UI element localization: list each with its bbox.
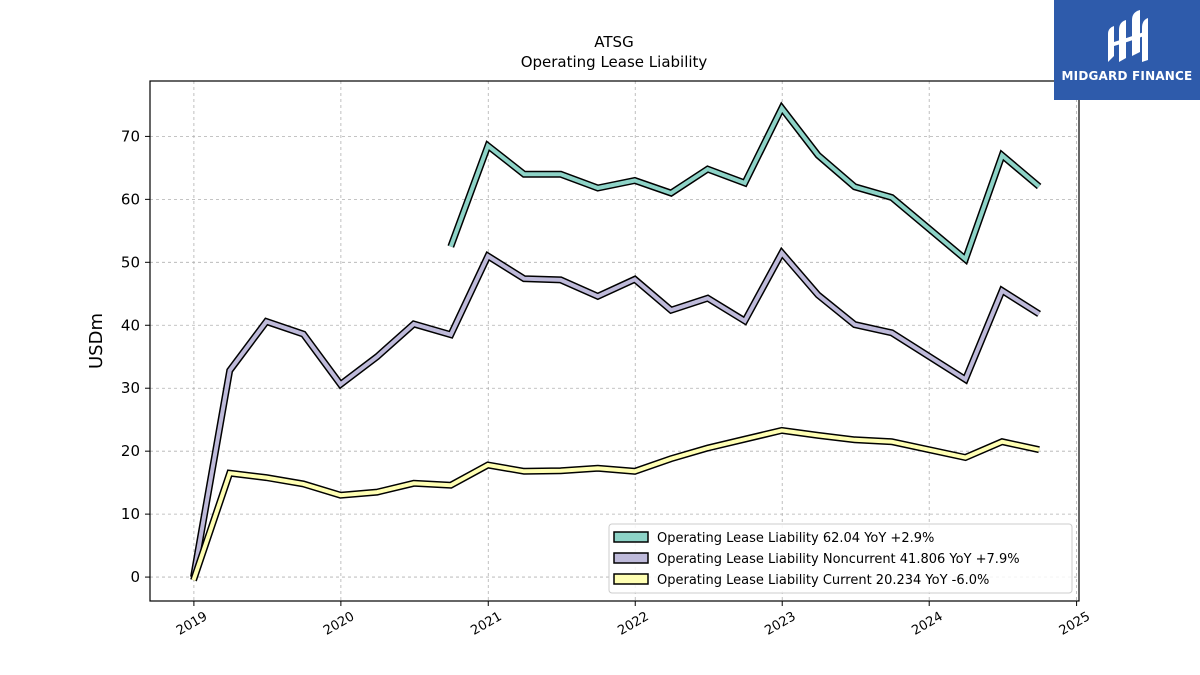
x-tick-label: 2019 (174, 609, 210, 639)
series-3 (190, 426, 1040, 582)
brand-name: MIDGARD FINANCE (1061, 69, 1193, 83)
brand-logo: MIDGARD FINANCE (1054, 0, 1200, 100)
series-line (448, 104, 1041, 263)
legend-box (608, 523, 1073, 594)
legend-swatch (613, 552, 649, 564)
x-tick-label: 2020 (321, 609, 357, 639)
y-axis-label: USDm (86, 313, 107, 369)
legend-swatch (613, 531, 649, 543)
series-line (191, 428, 1040, 581)
x-tick-label: 2023 (762, 609, 798, 639)
legend-label: Operating Lease Liability Current 20.234… (657, 573, 989, 588)
y-tick-label: 70 (121, 127, 140, 145)
chart-title: ATSG (594, 33, 633, 51)
series-2 (190, 246, 1041, 578)
x-tick-label: 2025 (1057, 609, 1093, 639)
legend: Operating Lease Liability 62.04 YoY +2.9… (608, 523, 1073, 594)
y-tick-label: 10 (121, 505, 140, 523)
series-group (190, 101, 1042, 582)
y-tick-label: 30 (121, 379, 140, 397)
y-axis: 0 10 20 30 40 50 60 70 (121, 127, 150, 586)
x-axis: 2019 2020 2021 2022 2023 2024 2025 (174, 601, 1093, 639)
legend-label: Operating Lease Liability Noncurrent 41.… (657, 552, 1020, 567)
x-tick-label: 2021 (468, 609, 504, 639)
y-tick-label: 60 (121, 190, 140, 208)
chart-subtitle: Operating Lease Liability (521, 53, 708, 71)
plot-frame (149, 80, 1080, 602)
y-tick-label: 40 (121, 316, 140, 334)
x-tick-label: 2022 (615, 609, 651, 639)
series-1 (447, 101, 1042, 266)
midgard-logo-icon (1108, 10, 1148, 62)
y-tick-label: 50 (121, 253, 140, 271)
y-tick-label: 0 (130, 568, 140, 586)
legend-swatch (613, 573, 649, 585)
grid (150, 81, 1079, 601)
y-tick-label: 20 (121, 442, 140, 460)
legend-label: Operating Lease Liability 62.04 YoY +2.9… (657, 531, 934, 546)
x-tick-label: 2024 (909, 609, 945, 639)
series-line (191, 249, 1041, 578)
